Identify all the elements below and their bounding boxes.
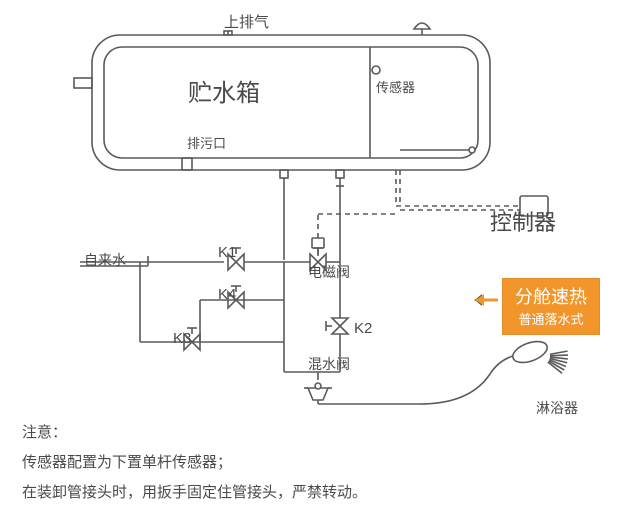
k1-label: K1: [218, 244, 236, 262]
note-line-2: 在装卸管接头时，用扳手固定住管接头，严禁转动。: [22, 478, 367, 508]
top-vent-label: 上排气: [224, 14, 269, 32]
tap-water-label: 自来水: [84, 252, 126, 269]
note-heading: 注意：: [22, 418, 367, 448]
k2-label: K2: [354, 320, 372, 338]
notes-block: 注意： 传感器配置为下置单杆传感器； 在装卸管接头时，用扳手固定住管接头，严禁转…: [22, 418, 367, 508]
controller-label: 控制器: [490, 210, 556, 236]
callout-line1: 分舱速热: [503, 279, 599, 309]
tank-label: 贮水箱: [188, 80, 260, 109]
sensor-label: 传感器: [376, 80, 415, 96]
callout-line2: 普通落水式: [503, 309, 599, 334]
k4-label: K4: [218, 286, 236, 304]
drain-label: 排污口: [187, 136, 226, 152]
mixing-label: 混水阀: [308, 356, 350, 373]
note-line-1: 传感器配置为下置单杆传感器；: [22, 448, 367, 478]
solenoid-label: 电磁阀: [308, 264, 350, 281]
k3-label: K3: [173, 330, 191, 348]
shower-label: 淋浴器: [536, 400, 578, 417]
callout-box: 分舱速热 普通落水式: [502, 278, 600, 335]
